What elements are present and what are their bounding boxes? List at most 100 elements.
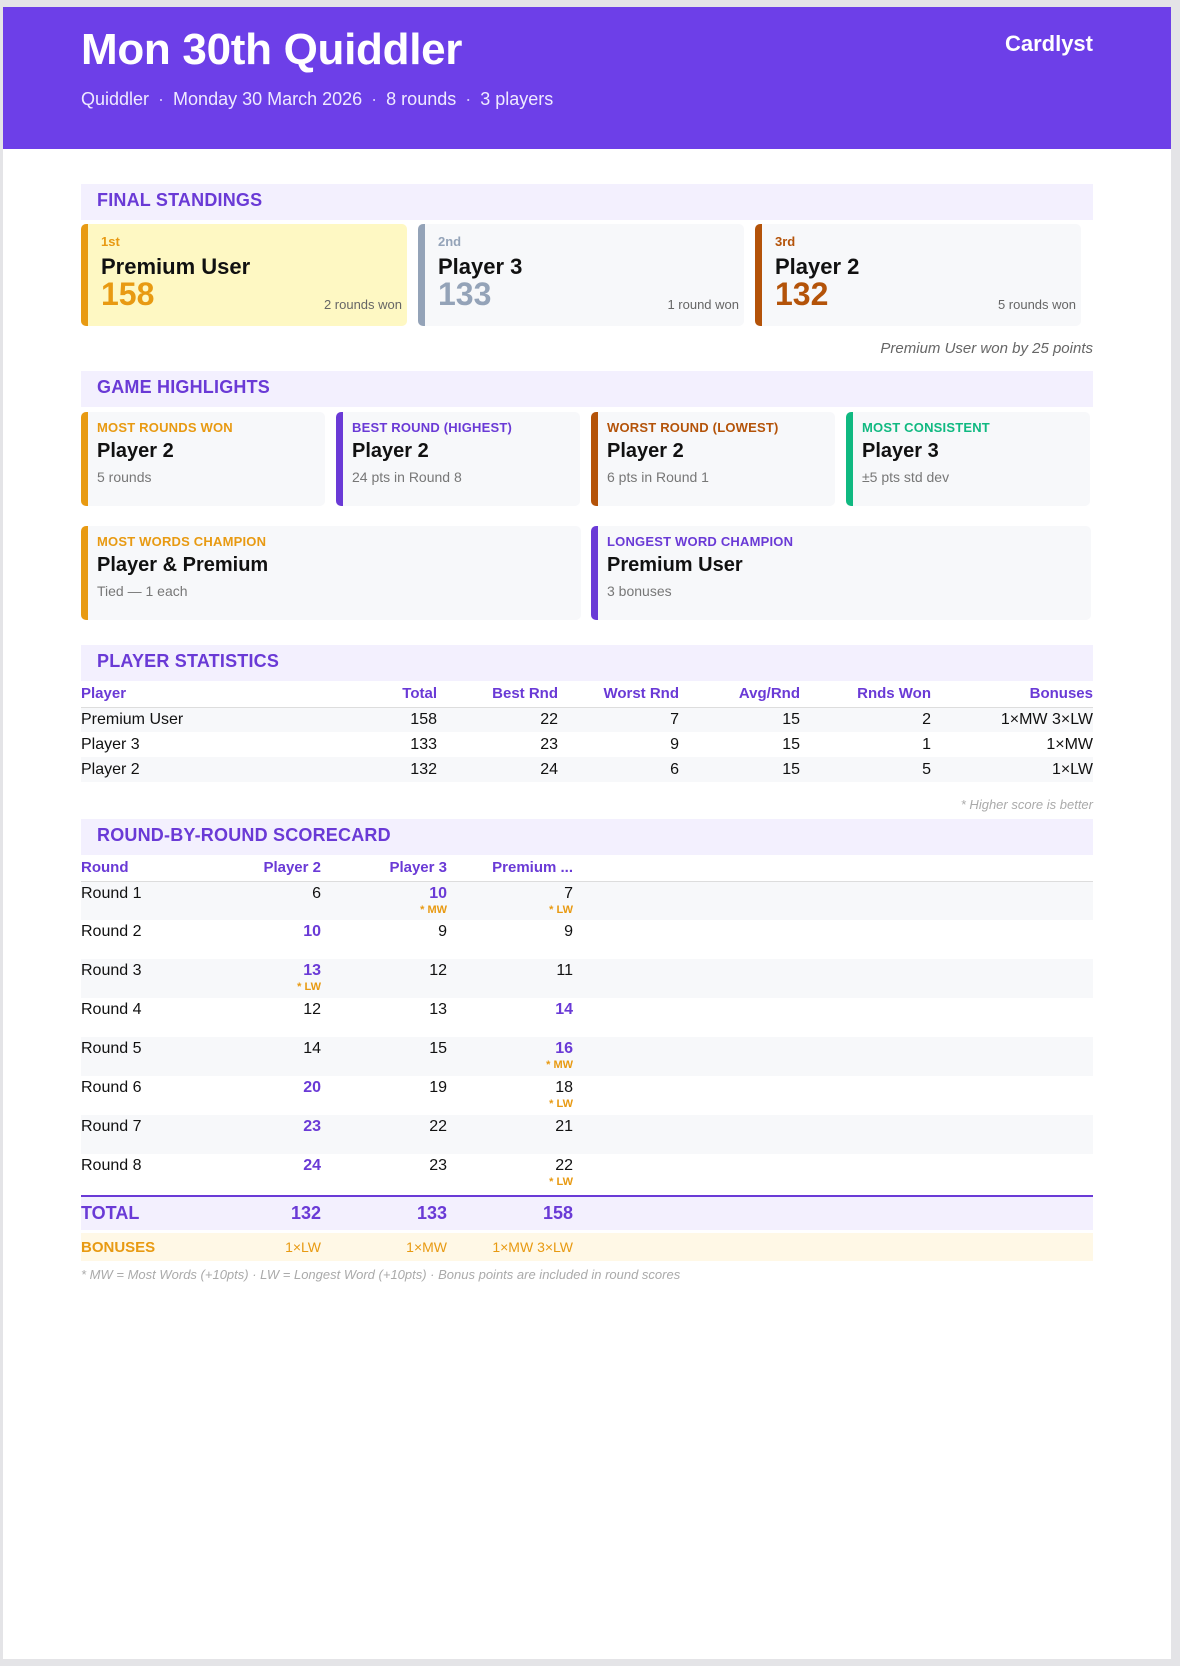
spacer-row	[81, 1193, 1093, 1196]
champion-value: Premium User	[607, 554, 743, 576]
col-avg-rnd: Avg/Rnd	[679, 681, 800, 708]
col-worst-rnd: Worst Rnd	[558, 681, 679, 708]
cell-best: 24	[437, 757, 558, 782]
round-row: Round 2 10 9 9	[81, 920, 1093, 959]
col-total: Total	[359, 681, 437, 708]
cell-bonuses: 1×LW	[931, 757, 1093, 782]
player-name: Player 2	[775, 254, 860, 279]
cell-bonuses: 1×MW 3×LW	[931, 707, 1093, 732]
scorecard-body: Round 1 6 10 * MW 7 * LW Round 2 10 9 9 Round 3 13 *…	[81, 881, 1093, 1261]
round-label: Round 5	[81, 1037, 195, 1076]
score-cell: 20	[195, 1076, 321, 1115]
bonus-badge: * MW	[546, 1059, 573, 1071]
cell-worst: 7	[558, 707, 679, 732]
row-spacer	[573, 1037, 1093, 1076]
col-best-rnd: Best Rnd	[437, 681, 558, 708]
score-cell: 6	[195, 881, 321, 920]
report-header: Mon 30th Quiddler Cardlyst Quiddler · Mo…	[3, 7, 1171, 149]
score-value: 13	[429, 1001, 447, 1018]
round-label: Round 4	[81, 1001, 142, 1018]
standing-card-2nd: 2nd Player 3 133 1 round won	[418, 224, 744, 326]
cell-best: 23	[540, 735, 558, 753]
rounds-won: 2 rounds won	[323, 297, 402, 312]
score-cell: 18 * LW	[447, 1076, 573, 1115]
score-cell: 19	[321, 1076, 447, 1115]
table-row: Player 2 132 24 6 15 5 1×LW	[81, 757, 1093, 782]
round-row: Round 8 24 23 22 * LW	[81, 1154, 1093, 1193]
cell-player: Player 2	[81, 757, 359, 782]
rank-bar	[418, 224, 425, 326]
highlight-label: MOST CONSISTENT	[862, 420, 990, 435]
score-cell: 22 * LW	[447, 1154, 573, 1193]
score-cell: 7 * LW	[447, 881, 573, 920]
cell-total: 132	[359, 757, 437, 782]
col-premium-user: Premium ...	[447, 855, 573, 882]
rounds-won: 5 rounds won	[997, 297, 1076, 312]
score-value: 11	[556, 962, 573, 979]
highlight-detail: 24 pts in Round 8	[352, 469, 462, 485]
score-value: 10	[303, 923, 321, 940]
highlight-label: WORST ROUND (LOWEST)	[607, 420, 779, 435]
row-spacer	[573, 959, 1093, 998]
highlight-label: MOST ROUNDS WON	[97, 420, 233, 435]
cell-won: 1	[922, 735, 931, 753]
higher-score-note: * Higher score is better	[960, 797, 1093, 812]
accent-bar	[846, 412, 853, 506]
accent-bar	[336, 412, 343, 506]
row-spacer	[573, 1115, 1093, 1154]
table-row: Player 3 133 23 9 15 1 1×MW	[81, 732, 1093, 757]
score-value: 18	[555, 1079, 573, 1096]
accent-bar	[591, 412, 598, 506]
score-cell: 9	[447, 920, 573, 959]
game-meta: Quiddler · Monday 30 March 2026 · 8 roun…	[81, 89, 554, 109]
round-label: Round 1	[81, 881, 195, 920]
score-value: 9	[438, 923, 447, 940]
score-cell: 21	[447, 1115, 573, 1154]
cell-total: 158	[359, 707, 437, 732]
meta-rounds: 8 rounds	[386, 89, 457, 109]
round-label: Round 7	[81, 1115, 195, 1154]
champion-most-words: MOST WORDS CHAMPION Player & Premium Tie…	[81, 526, 581, 620]
bonus-badge: * LW	[549, 1176, 573, 1188]
highlight-label: BEST ROUND (HIGHEST)	[352, 420, 512, 435]
player-name: Player 3	[438, 254, 523, 279]
bonus-legend: * MW = Most Words (+10pts) · LW = Longes…	[81, 1267, 681, 1282]
score-value: 13	[303, 962, 321, 979]
bonuses-row: BONUSES 1×LW 1×MW 1×MW 3×LW	[81, 1233, 1093, 1261]
stats-header-row: Player Total Best Rnd Worst Rnd Avg/Rnd …	[81, 681, 1093, 708]
score-cell: 13	[321, 998, 447, 1037]
highlight-detail: 5 rounds	[97, 469, 152, 485]
rank-bar	[755, 224, 762, 326]
bonus-badge: * LW	[297, 981, 321, 993]
champion-detail: 3 bonuses	[607, 583, 672, 599]
row-spacer	[573, 1154, 1093, 1193]
champion-longest-word: LONGEST WORD CHAMPION Premium User 3 bon…	[591, 526, 1091, 620]
row-spacer	[573, 920, 1093, 959]
score-value: 12	[303, 1001, 321, 1018]
section-player-statistics: PLAYER STATISTICS	[81, 645, 1093, 681]
round-row: Round 3 13 * LW 12 11	[81, 959, 1093, 998]
highlight-worst-round: WORST ROUND (LOWEST) Player 2 6 pts in R…	[591, 412, 835, 506]
highlight-value: Player 2	[97, 440, 174, 462]
row-spacer	[573, 881, 1093, 920]
highlight-most-consistent: MOST CONSISTENT Player 3 ±5 pts std dev	[846, 412, 1090, 506]
champion-label: MOST WORDS CHAMPION	[97, 534, 267, 549]
col-spacer	[573, 855, 1093, 882]
row-spacer	[573, 998, 1093, 1037]
score-cell: 12	[321, 959, 447, 998]
score-cell: 23	[321, 1154, 447, 1193]
section-game-highlights: GAME HIGHLIGHTS	[81, 371, 1093, 407]
score-value: 14	[303, 1040, 321, 1057]
score-cell: 13 * LW	[195, 959, 321, 998]
bonus-value: 1×MW 3×LW	[447, 1233, 573, 1261]
meta-date: Monday 30 March 2026	[173, 89, 363, 109]
cell-worst: 6	[558, 757, 679, 782]
cell-avg: 15	[679, 707, 800, 732]
bonus-value: 1×MW	[321, 1233, 447, 1261]
round-row: Round 5 14 15 16 * MW	[81, 1037, 1093, 1076]
cell-won: 5	[800, 757, 931, 782]
report-page: Mon 30th Quiddler Cardlyst Quiddler · Mo…	[3, 7, 1171, 1659]
player-stats-table: Player Total Best Rnd Worst Rnd Avg/Rnd …	[81, 681, 1093, 782]
bonus-badge: * LW	[549, 1098, 573, 1110]
highlight-detail: ±5 pts std dev	[862, 469, 950, 485]
